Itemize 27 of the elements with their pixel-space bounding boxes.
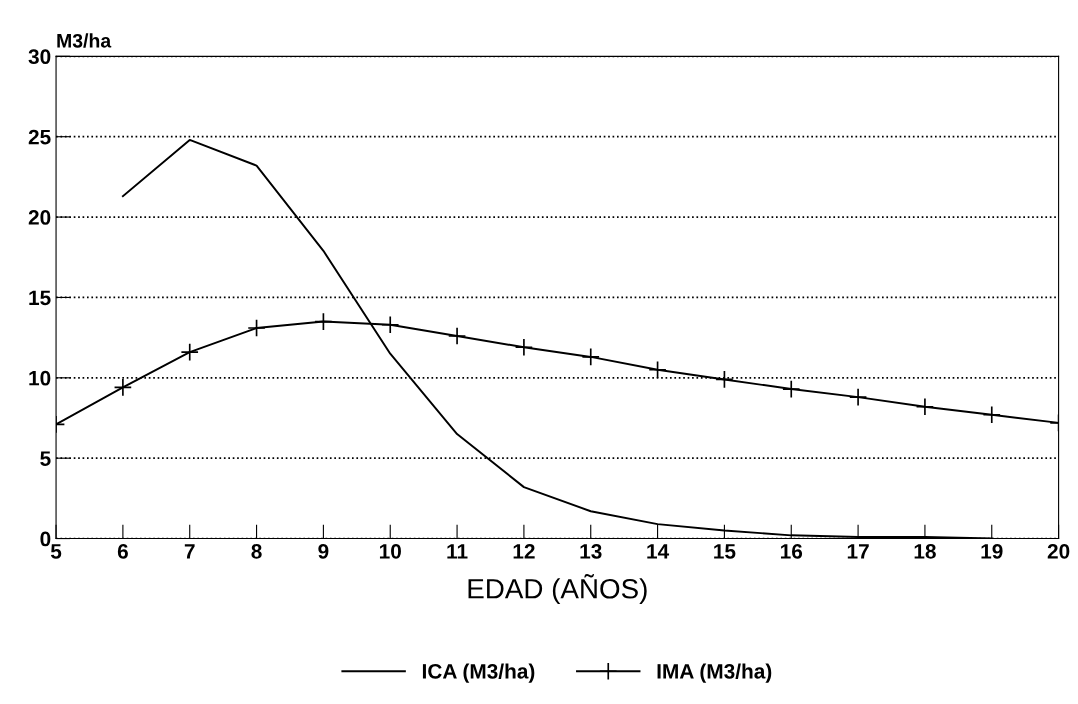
legend-label: IMA (M3/ha) <box>657 663 772 683</box>
x-tick-label: 8 <box>251 543 262 559</box>
y-tick-label: 20 <box>28 210 51 225</box>
x-tick-label: 7 <box>184 544 195 559</box>
x-tick-label: 11 <box>447 544 468 559</box>
x-tick-label: 17 <box>847 544 869 559</box>
x-tick-label: 15 <box>714 544 736 559</box>
y-tick-label: 25 <box>28 129 51 145</box>
x-tick-label: 14 <box>647 544 670 559</box>
x-tick-label: 9 <box>318 543 329 559</box>
y-tick-label: 5 <box>40 451 51 466</box>
y-tick-label: 10 <box>29 370 51 386</box>
x-tick-label: 20 <box>1047 543 1070 559</box>
x-tick-label: 19 <box>981 543 1003 559</box>
x-tick-label: 16 <box>780 543 803 559</box>
x-tick-label: 5 <box>50 544 62 559</box>
x-tick-label: 10 <box>379 543 401 559</box>
x-tick-label: 13 <box>580 543 602 559</box>
x-tick-label: 18 <box>914 543 936 559</box>
y-axis-title: M3/ha <box>57 33 112 48</box>
y-tick-label: 15 <box>29 290 51 306</box>
legend-label: ICA (M3/ha) <box>422 663 535 683</box>
y-tick-label: 0 <box>40 531 51 547</box>
y-tick-label: 30 <box>28 49 51 65</box>
x-tick-label: 6 <box>117 543 128 559</box>
x-axis-title: EDAD (AÑOS) <box>468 573 647 605</box>
x-tick-label: 12 <box>513 543 535 559</box>
